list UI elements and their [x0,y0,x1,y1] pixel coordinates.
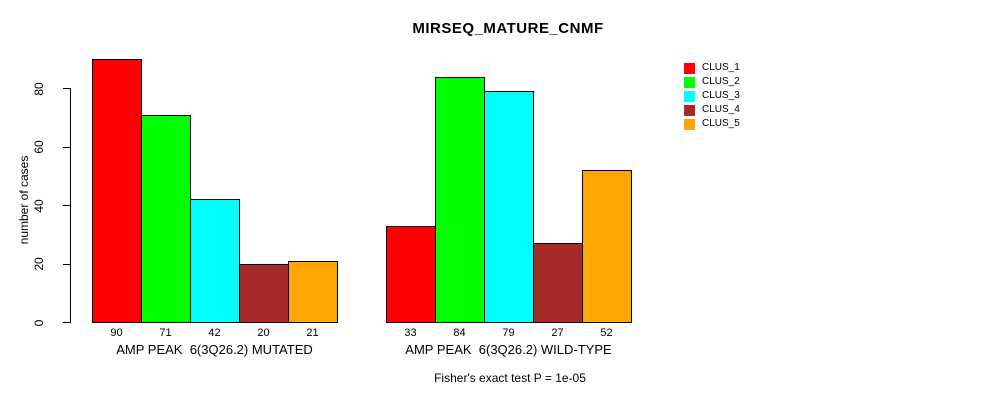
bar-value-label: 79 [502,327,515,339]
y-axis-tick [63,322,70,323]
chart-title: MIRSEQ_MATURE_CNMF [412,20,604,37]
bar-clus_2-group2 [435,76,485,323]
legend-label-clus_4: CLUS_4 [702,104,740,115]
bar-clus_2-group1 [141,114,191,323]
legend-label-clus_3: CLUS_3 [702,90,740,101]
bar-clus_4-group2 [533,243,583,323]
y-axis-tick-label: 0 [32,319,46,326]
bar-value-label: 90 [110,327,123,339]
bar-value-label: 27 [551,327,564,339]
y-axis-line [70,88,71,323]
bar-value-label: 20 [257,327,270,339]
legend-swatch-clus_2 [684,77,695,88]
legend-label-clus_5: CLUS_5 [702,118,740,129]
bar-clus_5-group2 [582,170,632,323]
y-axis-tick [63,205,70,207]
y-axis-tick [63,263,70,265]
legend-swatch-clus_5 [684,119,695,130]
legend-label-clus_2: CLUS_2 [702,76,740,87]
bar-value-label: 21 [306,327,319,339]
y-axis-tick-label: 20 [32,257,46,271]
bar-clus_1-group2 [386,225,436,323]
y-axis-tick-label: 80 [32,82,46,96]
bar-value-label: 52 [600,327,613,339]
y-axis-title: number of cases [17,155,31,245]
annotation-fisher-test: Fisher's exact test P = 1e-05 [434,371,586,385]
legend-swatch-clus_4 [684,105,695,116]
bar-clus_3-group2 [484,91,534,323]
bar-clus_4-group1 [239,263,289,323]
y-axis-tick [63,88,70,90]
y-axis-tick-label: 40 [32,199,46,213]
bar-clus_3-group1 [190,199,240,323]
legend-swatch-clus_1 [684,63,695,74]
y-axis-tick [63,146,70,148]
legend-swatch-clus_3 [684,91,695,102]
category-label: AMP PEAK 6(3Q26.2) MUTATED [116,342,313,357]
bar-clus_1-group1 [92,59,142,323]
bar-value-label: 71 [159,327,172,339]
legend-label-clus_1: CLUS_1 [702,62,740,73]
bar-value-label: 42 [208,327,221,339]
bar-clus_5-group1 [288,260,338,323]
bar-value-label: 33 [404,327,417,339]
bar-value-label: 84 [453,327,466,339]
y-axis-tick-label: 60 [32,140,46,154]
category-label: AMP PEAK 6(3Q26.2) WILD-TYPE [405,342,612,357]
